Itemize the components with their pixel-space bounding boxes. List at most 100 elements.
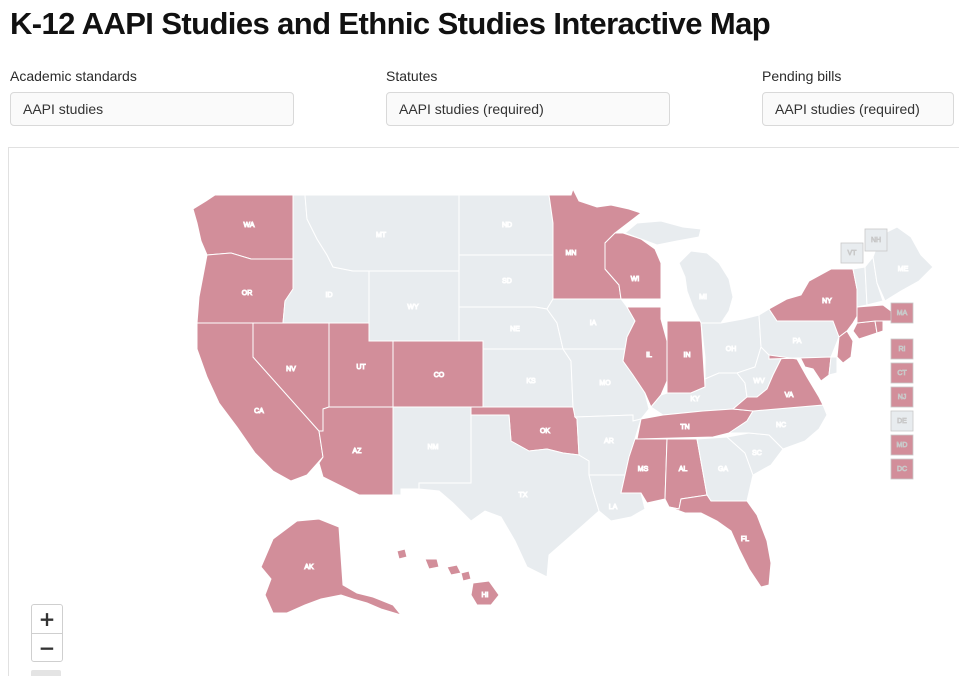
state-md[interactable] — [768, 354, 832, 382]
state-vt[interactable] — [852, 266, 868, 308]
callout-label-nj: NJ — [898, 394, 907, 401]
state-label-nv: NV — [286, 366, 296, 373]
zoom-in-button[interactable]: + — [38, 607, 56, 631]
state-ct[interactable] — [852, 320, 878, 340]
state-label-wy: WY — [407, 304, 419, 311]
state-hi[interactable]: HI — [470, 580, 500, 606]
zoom-out-button[interactable]: − — [38, 636, 56, 660]
state-label-in: IN — [684, 352, 691, 359]
state-label-az: AZ — [353, 448, 363, 455]
state-label-ar: AR — [604, 438, 614, 445]
state-sd[interactable]: SD — [458, 254, 554, 310]
state-label-ne: NE — [510, 326, 520, 333]
state-label-tn: TN — [680, 424, 689, 431]
callout-label-de: DE — [897, 418, 907, 425]
callout-ma[interactable]: MA — [890, 302, 914, 324]
statutes-label: Statutes — [386, 68, 438, 84]
state-label-mt: MT — [376, 232, 387, 239]
callout-nh[interactable]: NH — [864, 228, 888, 252]
callout-label-nh: NH — [871, 237, 881, 244]
state-label-nm: NM — [428, 444, 439, 451]
us-states-map: WA OR CA NV ID MT — [192, 187, 934, 616]
callout-vt[interactable]: VT — [840, 242, 864, 264]
state-label-wv: WV — [753, 378, 765, 385]
callout-label-ri: RI — [899, 346, 906, 353]
state-label-id: ID — [326, 292, 333, 299]
state-de[interactable] — [828, 356, 838, 376]
callout-nj[interactable]: NJ — [890, 386, 914, 408]
state-az[interactable]: AZ — [318, 406, 394, 496]
state-label-pa: PA — [793, 338, 802, 345]
state-label-ca: CA — [254, 408, 264, 415]
state-label-fl: FL — [741, 536, 749, 543]
state-label-wi: WI — [631, 276, 640, 283]
state-label-ok: OK — [540, 428, 550, 435]
state-nh[interactable] — [864, 255, 884, 306]
state-label-ut: UT — [356, 364, 366, 371]
state-label-va: VA — [785, 392, 794, 399]
state-label-ny: NY — [822, 298, 832, 305]
page-title: K-12 AAPI Studies and Ethnic Studies Int… — [10, 6, 771, 41]
state-mi-upper[interactable] — [624, 220, 702, 246]
state-wa[interactable]: WA — [192, 194, 294, 260]
zoom-divider — [32, 633, 62, 634]
state-ak[interactable]: AK — [260, 518, 403, 616]
state-label-nc: NC — [776, 422, 786, 429]
state-tn[interactable]: TN — [636, 408, 754, 440]
state-label-ks: KS — [526, 378, 536, 385]
state-label-hi: HI — [482, 592, 489, 599]
state-label-la: LA — [609, 504, 618, 511]
state-label-ak: AK — [304, 564, 314, 571]
state-nc[interactable]: NC — [727, 404, 828, 450]
state-wi[interactable]: WI — [604, 232, 662, 300]
state-label-nd: ND — [502, 222, 512, 229]
statutes-filter: Statutes AAPI studies (required) — [386, 68, 670, 126]
map-panel: WA OR CA NV ID MT — [8, 147, 959, 676]
state-ma[interactable] — [856, 304, 894, 324]
state-mi[interactable]: MI — [678, 250, 734, 324]
academic-standards-filter: Academic standards AAPI studies — [10, 68, 294, 126]
state-ks[interactable]: KS — [482, 348, 574, 408]
state-label-al: AL — [679, 466, 688, 473]
state-label-ia: IA — [590, 320, 597, 327]
callout-dc[interactable]: DC — [890, 458, 914, 480]
callout-de[interactable]: DE — [890, 410, 914, 432]
state-me[interactable]: ME — [872, 226, 934, 302]
state-or[interactable]: OR — [196, 252, 294, 324]
academic-standards-label: Academic standards — [10, 68, 137, 84]
state-label-mn: MN — [566, 250, 577, 257]
state-nm[interactable]: NM — [392, 406, 472, 496]
callout-label-dc: DC — [897, 466, 907, 473]
state-label-ga: GA — [718, 466, 728, 473]
state-nd[interactable]: ND — [458, 194, 554, 256]
state-label-mi: MI — [699, 294, 707, 301]
callout-label-md: MD — [897, 442, 908, 449]
state-tx[interactable]: TX — [418, 414, 600, 578]
state-wy[interactable]: WY — [368, 270, 460, 342]
state-fl[interactable]: FL — [668, 494, 772, 588]
callout-label-vt: VT — [848, 250, 858, 257]
state-ri[interactable] — [874, 320, 884, 334]
state-label-ms: MS — [638, 466, 649, 473]
state-in[interactable]: IN — [666, 320, 706, 394]
statutes-select[interactable]: AAPI studies (required) — [386, 92, 670, 126]
pending-bills-select[interactable]: AAPI studies (required) — [762, 92, 954, 126]
state-label-me: ME — [898, 266, 909, 273]
callout-ri[interactable]: RI — [890, 338, 914, 360]
callout-md[interactable]: MD — [890, 434, 914, 456]
state-co[interactable]: CO — [392, 340, 484, 408]
state-il[interactable]: IL — [622, 306, 668, 408]
state-label-oh: OH — [726, 346, 737, 353]
callout-ct[interactable]: CT — [890, 362, 914, 384]
pending-bills-filter: Pending bills AAPI studies (required) — [762, 68, 954, 126]
state-label-mo: MO — [599, 380, 611, 387]
callout-label-ma: MA — [897, 310, 908, 317]
state-label-ky: KY — [690, 396, 700, 403]
state-hi-islands — [396, 548, 472, 582]
pending-bills-label: Pending bills — [762, 68, 842, 84]
layer-toggle-tab[interactable] — [31, 670, 61, 676]
academic-standards-select[interactable]: AAPI studies — [10, 92, 294, 126]
zoom-control: + − — [31, 604, 63, 662]
callout-label-ct: CT — [897, 370, 907, 377]
state-label-tx: TX — [519, 492, 528, 499]
